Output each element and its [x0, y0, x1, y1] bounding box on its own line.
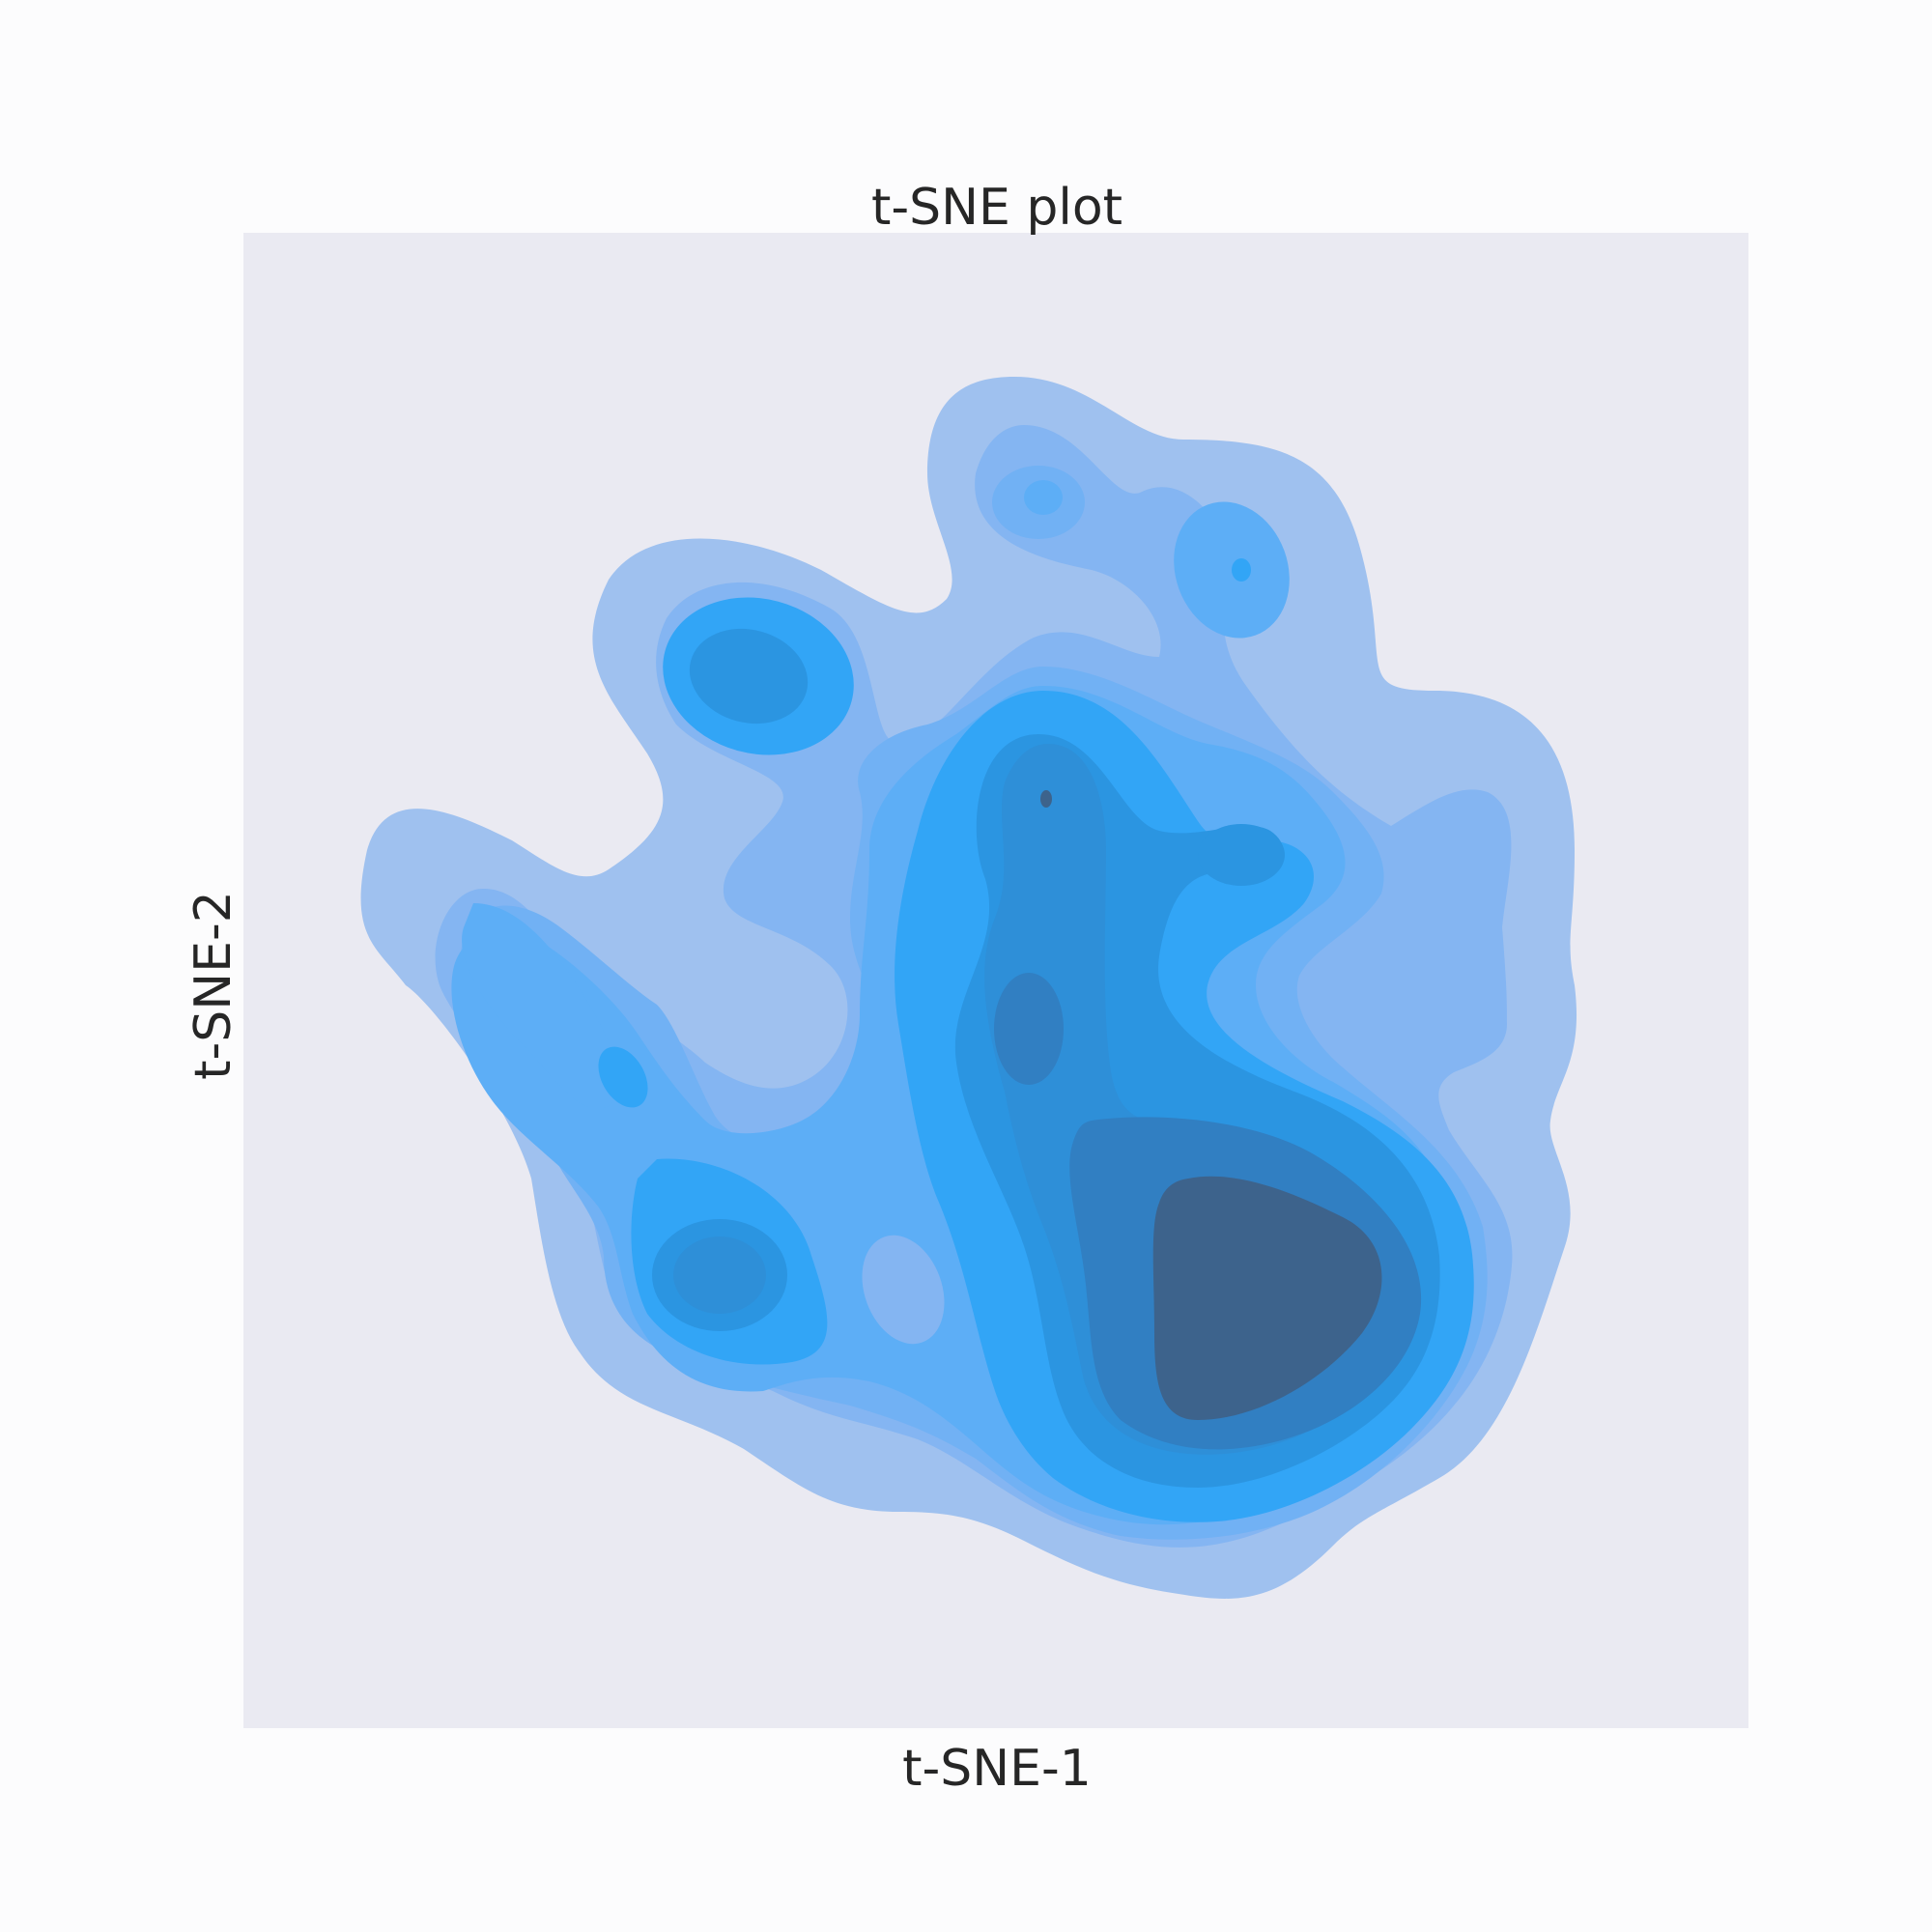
contour-low-pale-blob	[862, 1235, 945, 1345]
contour-mid-bright-core	[1024, 480, 1063, 515]
contour-level-6-upper-left	[689, 628, 809, 724]
contour-level-7-left	[673, 1236, 766, 1314]
contour-level-4-left-blob	[462, 903, 619, 1109]
contour-top-bright-core	[1232, 558, 1251, 582]
y-axis-label: t-SNE-2	[185, 891, 242, 1080]
contour-level-9-main-peak	[1152, 1176, 1382, 1420]
contour-level-8-upper-dot	[1040, 790, 1052, 808]
contour-level-8-mid	[994, 973, 1064, 1085]
x-axis-label: t-SNE-1	[902, 1740, 1092, 1798]
contour-level-5-small-left	[598, 1046, 648, 1108]
density-contours	[360, 377, 1577, 1599]
contour-level-6-right	[1198, 824, 1285, 886]
chart-title: t-SNE plot	[871, 179, 1122, 237]
